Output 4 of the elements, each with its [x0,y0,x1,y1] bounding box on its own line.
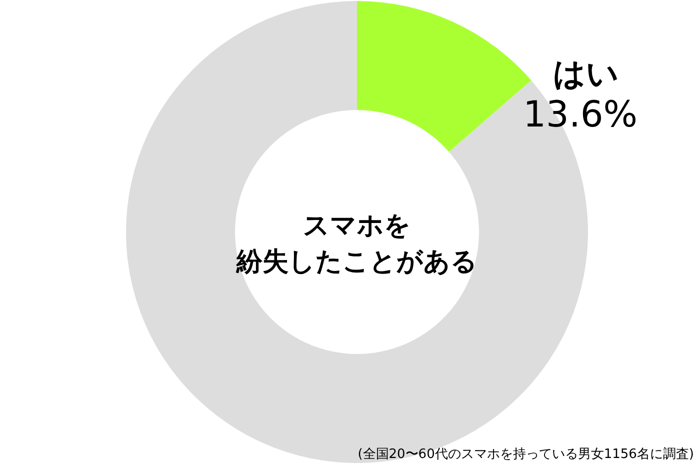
text: (全国20〜60代のスマホを持っている男女1156名に調査) [358,447,694,462]
slice-label: はい [553,54,620,92]
data-label: 13.6% [523,94,638,136]
text: スマホを紛失したことがある [236,211,478,277]
